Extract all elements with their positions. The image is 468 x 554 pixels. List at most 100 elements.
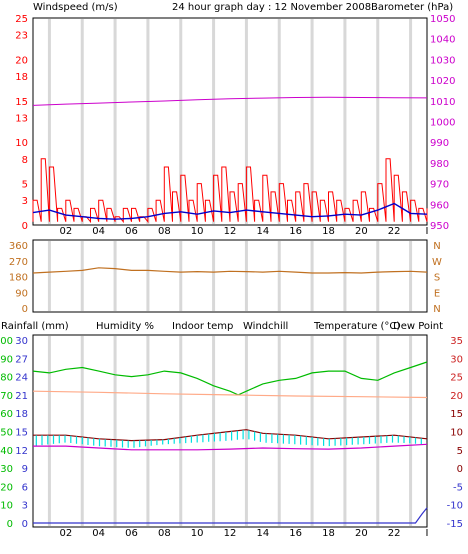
windspeed-tick-label: 15 bbox=[15, 97, 28, 108]
wind-x-tick-label: 06 bbox=[125, 226, 138, 237]
direction-grid-band bbox=[212, 241, 216, 311]
dew-point-series bbox=[33, 443, 428, 451]
wind-grid-band bbox=[47, 19, 51, 224]
temperature-x-tick-label: 22 bbox=[388, 528, 401, 539]
temperature-grid-band bbox=[376, 336, 380, 526]
wind-grid-band bbox=[376, 19, 380, 224]
legend-indoor-temp: Indoor temp bbox=[172, 321, 233, 332]
rainfall-tick-label: 18 bbox=[15, 409, 28, 420]
rainfall-tick-label: 21 bbox=[15, 391, 28, 402]
temperature-x-tick-label: 06 bbox=[125, 528, 138, 539]
direction-compass-tick-label: W bbox=[432, 257, 442, 268]
barometer-tick-label: 980 bbox=[430, 159, 449, 170]
temperature-x-tick-label: 18 bbox=[322, 528, 335, 539]
wind-grid-band bbox=[409, 19, 413, 224]
direction-grid-band bbox=[409, 241, 413, 311]
temperature-series bbox=[33, 429, 428, 442]
wind-x-tick-label: 10 bbox=[191, 226, 204, 237]
rainfall-tick-label: 9 bbox=[22, 464, 28, 475]
legend-rainfall: Rainfall (mm) bbox=[1, 321, 69, 332]
wind-grid-band bbox=[343, 19, 347, 224]
wind-x-tick-label: 12 bbox=[224, 226, 237, 237]
direction-compass-tick-label: S bbox=[434, 273, 440, 284]
barometer-axis-title: Barometer (hPa) bbox=[371, 2, 453, 13]
windspeed-tick-label: 0 bbox=[22, 221, 28, 232]
direction-grid-band bbox=[277, 241, 281, 311]
humidity-tick-label: 20 bbox=[0, 482, 13, 493]
rainfall-tick-label: 15 bbox=[15, 428, 28, 439]
wind-x-tick-label: 14 bbox=[256, 226, 269, 237]
wind-grid-band bbox=[244, 19, 248, 224]
barometer-tick-label: 990 bbox=[430, 138, 449, 149]
humidity-tick-label: 50 bbox=[0, 428, 13, 439]
wind-x-tick-label: 20 bbox=[355, 226, 368, 237]
humidity-tick-label: 10 bbox=[0, 501, 13, 512]
wind-x-tick-label: 16 bbox=[289, 226, 302, 237]
barometer-tick-label: 1030 bbox=[430, 55, 455, 66]
wind-x-tick-label: I bbox=[426, 226, 429, 237]
direction-grid-band bbox=[146, 241, 150, 311]
temperature-grid-band bbox=[310, 336, 314, 526]
barometer-tick-label: 1050 bbox=[430, 14, 455, 25]
barometer-tick-label: 970 bbox=[430, 180, 449, 191]
temperature-tick-label: 20 bbox=[450, 391, 463, 402]
direction-grid-band bbox=[179, 241, 183, 311]
temperature-x-tick-label: 12 bbox=[224, 528, 237, 539]
average-wind-series bbox=[32, 202, 428, 220]
wind-x-tick-label: 04 bbox=[92, 226, 105, 237]
temperature-tick-label: 15 bbox=[450, 409, 463, 420]
rainfall-tick-label: 27 bbox=[15, 354, 28, 365]
windspeed-tick-label: 20 bbox=[15, 55, 28, 66]
temperature-grid-band bbox=[244, 336, 248, 526]
windspeed-tick-label: 10 bbox=[15, 138, 28, 149]
direction-panel-frame bbox=[32, 239, 428, 313]
temperature-tick-label: 35 bbox=[450, 336, 463, 347]
temperature-x-tick-label: 16 bbox=[289, 528, 302, 539]
direction-compass-tick-label: N bbox=[433, 241, 440, 252]
barometer-tick-label: 1000 bbox=[430, 118, 455, 129]
wind-grid-band bbox=[212, 19, 216, 224]
indoor-temp-series bbox=[32, 390, 428, 399]
rainfall-tick-label: 12 bbox=[15, 446, 28, 457]
barometer-series bbox=[32, 96, 428, 106]
humidity-tick-label: 100 bbox=[0, 336, 13, 347]
temperature-tick-label: 10 bbox=[450, 428, 463, 439]
legend-humidity: Humidity % bbox=[96, 321, 154, 332]
temperature-grid-band bbox=[47, 336, 51, 526]
direction-grid-band bbox=[310, 241, 314, 311]
direction-degree-tick-label: 270 bbox=[9, 257, 28, 268]
temperature-tick-label: -10 bbox=[447, 501, 463, 512]
windspeed-tick-label: 13 bbox=[15, 113, 28, 124]
temperature-tick-label: -5 bbox=[453, 482, 463, 493]
temperature-grid-band bbox=[146, 336, 150, 526]
temperature-tick-label: 25 bbox=[450, 373, 463, 384]
wind-x-tick-label: 08 bbox=[158, 226, 171, 237]
rainfall-tick-label: 30 bbox=[15, 336, 28, 347]
legend-windchill: Windchill bbox=[243, 321, 288, 332]
direction-degree-tick-label: 180 bbox=[9, 273, 28, 284]
wind-grid-band bbox=[277, 19, 281, 224]
barometer-tick-label: 950 bbox=[430, 221, 449, 232]
wind-panel-frame bbox=[32, 17, 428, 226]
temperature-grid-band bbox=[113, 336, 117, 526]
temperature-tick-label: 30 bbox=[450, 354, 463, 365]
wind-grid-band bbox=[80, 19, 84, 224]
direction-grid-band bbox=[244, 241, 248, 311]
temperature-x-tick-label: 14 bbox=[256, 528, 269, 539]
humidity-tick-label: 80 bbox=[0, 373, 13, 384]
temperature-tick-label: 0 bbox=[457, 464, 463, 475]
direction-grid-band bbox=[47, 241, 51, 311]
temperature-x-tick-label: 10 bbox=[191, 528, 204, 539]
direction-degree-tick-label: 0 bbox=[22, 304, 28, 315]
wind-grid-band bbox=[146, 19, 150, 224]
temperature-grid-band bbox=[277, 336, 281, 526]
barometer-tick-label: 1040 bbox=[430, 35, 455, 46]
direction-compass-tick-label: N bbox=[433, 304, 440, 315]
temperature-grid-band bbox=[212, 336, 216, 526]
humidity-tick-label: 40 bbox=[0, 446, 13, 457]
rainfall-tick-label: 24 bbox=[15, 373, 28, 384]
direction-compass-tick-label: E bbox=[434, 288, 440, 299]
barometer-tick-label: 960 bbox=[430, 200, 449, 211]
direction-degree-tick-label: 360 bbox=[9, 241, 28, 252]
barometer-tick-label: 1010 bbox=[430, 97, 455, 108]
